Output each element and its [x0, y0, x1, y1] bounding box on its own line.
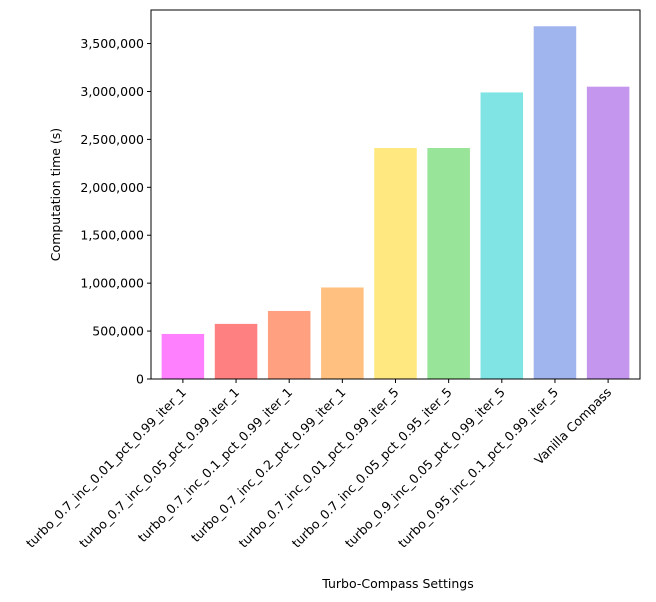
y-tick-label: 2,500,000 [80, 132, 144, 147]
y-axis-ticks: 0 500,000 1,000,000 1,500,000 2,000,000 2,500… [80, 36, 151, 387]
y-axis-label: Computation time (s) [48, 128, 63, 261]
bar [321, 287, 364, 379]
y-tick-label: 500,000 [92, 324, 144, 339]
bar [267, 310, 311, 379]
bar [480, 92, 524, 380]
bar [427, 148, 470, 379]
bar [586, 86, 630, 379]
bar [374, 148, 417, 379]
x-axis-ticks: turbo_0.7_inc_0.01_pct_0.99_iter_1turbo_… [23, 379, 614, 551]
y-tick-label: 1,500,000 [80, 228, 144, 243]
bars [161, 26, 630, 380]
bar [214, 323, 258, 379]
x-axis-label: Turbo-Compass Settings [321, 576, 474, 591]
y-tick-label: 1,000,000 [80, 276, 144, 291]
y-tick-label: 0 [136, 372, 144, 387]
y-tick-label: 2,000,000 [80, 180, 144, 195]
y-tick-label: 3,000,000 [80, 84, 144, 99]
bar [161, 333, 205, 379]
plot-frame [150, 9, 641, 380]
bar [533, 26, 577, 379]
y-tick-label: 3,500,000 [80, 36, 144, 51]
